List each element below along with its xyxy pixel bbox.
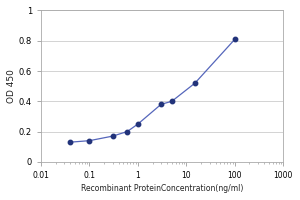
Y-axis label: OD 450: OD 450 [7,69,16,103]
X-axis label: Recombinant ProteinConcentration(ng/ml): Recombinant ProteinConcentration(ng/ml) [81,184,243,193]
